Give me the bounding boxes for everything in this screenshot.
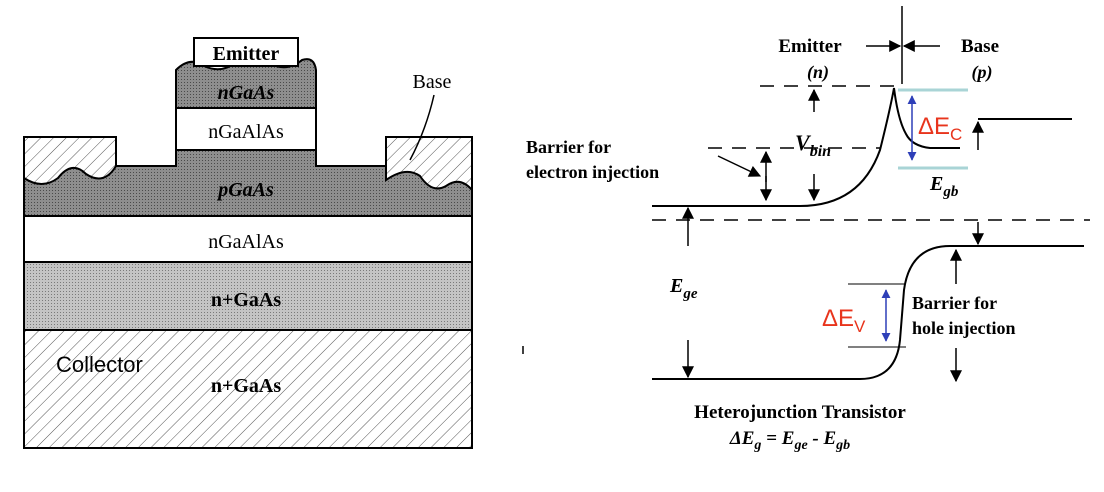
band-emitter-type: (n): [807, 62, 829, 83]
emitter-contact: [193, 37, 299, 67]
electron-barrier-pointer: [717, 155, 762, 177]
delta-ec-label: ΔEC: [918, 113, 962, 144]
base-label: Base: [413, 71, 452, 93]
ngaalas-emitter-label: nGaAlAs: [208, 121, 284, 143]
device-cross-section: Emitter nGaAs nGaAlAs Base pGaAs nGaAlAs…: [23, 37, 473, 449]
caption-title: Heterojunction Transistor: [694, 402, 906, 423]
band-base-heading: Base: [961, 36, 999, 57]
hole-barrier-label-line1: Barrier for: [912, 293, 997, 313]
base-contact-left: [23, 136, 117, 185]
collector-layer: [23, 329, 473, 449]
n-plus-gaas-layer: [23, 261, 473, 331]
ege-label: Ege: [669, 275, 698, 302]
ngaas-emitter-label: nGaAs: [218, 82, 275, 104]
band-emitter-heading: Emitter: [778, 36, 842, 57]
vbin-label: Vbin: [795, 130, 831, 160]
electron-barrier-label-line1: Barrier for: [526, 137, 611, 157]
electron-barrier-label-line2: electron injection: [526, 162, 659, 182]
ngaalas-collector-label: nGaAlAs: [208, 231, 284, 253]
collector-label: Collector: [56, 352, 143, 377]
emitter-contact-label: Emitter: [213, 43, 280, 65]
base-contact-right: [385, 136, 473, 193]
pgaas-label: pGaAs: [216, 179, 274, 201]
n-plus-gaas-label: n+GaAs: [211, 289, 282, 311]
valence-band-curve: [652, 245, 1084, 380]
hole-barrier-label-line2: hole injection: [912, 318, 1016, 338]
band-diagram: Emitter (n) Base (p) Barrier for electro…: [522, 6, 1090, 453]
pgaas-base-layer: [23, 149, 473, 217]
n-plus-gaas-collector-label: n+GaAs: [211, 375, 282, 397]
egb-label: Egb: [929, 173, 959, 200]
caption-formula: ΔEg = Ege - Egb: [729, 428, 850, 453]
delta-ev-label: ΔEV: [822, 305, 866, 336]
base-leader-line: [409, 94, 435, 161]
band-base-type: (p): [972, 62, 993, 83]
